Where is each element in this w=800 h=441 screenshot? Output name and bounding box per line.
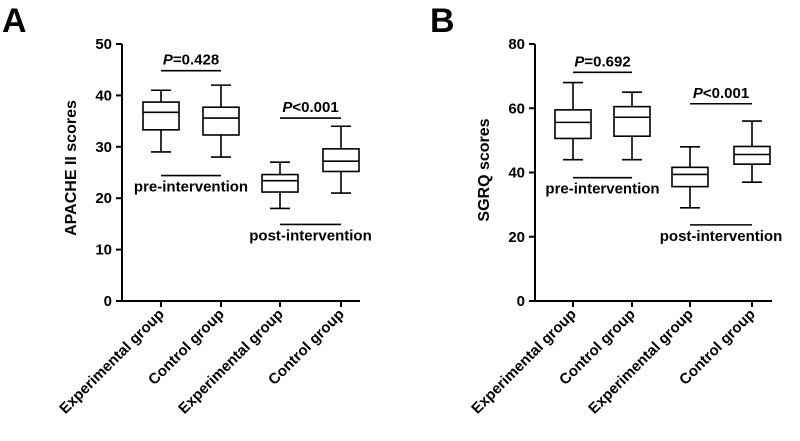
iqr-box <box>671 166 709 188</box>
panel-a-y-tick-label: 20 <box>95 190 112 207</box>
iqr-box <box>733 145 771 165</box>
panel-b-y-tick-label: 20 <box>508 229 525 246</box>
iqr-box <box>554 109 592 140</box>
panel-b-box-4 <box>733 120 771 183</box>
p-symbol: P <box>282 99 293 116</box>
panel-b-y-tick-label: 80 <box>508 36 525 53</box>
panel-a-group-label: pre-intervention <box>134 179 248 196</box>
panel-b-box-3 <box>671 146 709 209</box>
panel-b-group-label: post-intervention <box>660 228 783 245</box>
panel-b-box-2 <box>613 91 651 161</box>
panel-b-p-value-label: P=0.692 <box>574 53 630 70</box>
panel-b: B SGRQ scores 0 20 40 60 80 Experimental grou… <box>430 2 782 417</box>
panel-b-y-tick-label: 40 <box>508 165 525 182</box>
panel-b-group-label: pre-intervention <box>545 181 659 198</box>
panel-a-category-label: Experimental group <box>56 306 168 418</box>
iqr-box <box>202 106 240 136</box>
panel-a-y-tick-label: 0 <box>104 293 112 310</box>
panel-a-y-tick-label: 30 <box>95 139 112 156</box>
panel-a-box-4 <box>322 125 360 194</box>
panel-b-y-tick-label: 0 <box>517 293 525 310</box>
panel-a-y-axis-label: APACHE II scores <box>63 100 80 236</box>
panel-b-box-1 <box>554 81 592 161</box>
p-symbol: P <box>693 85 704 102</box>
iqr-box <box>142 101 180 131</box>
panel-a-p-value-label: P=0.428 <box>163 52 219 69</box>
panel-b-category-label: Experimental group <box>585 306 697 418</box>
panel-a: A APACHE II scores 0 10 20 30 40 50 Experiment… <box>2 2 372 417</box>
panel-a-p-value-label: P<0.001 <box>282 99 338 116</box>
panel-a-y-tick-label: 10 <box>95 242 112 259</box>
panel-b-p-value-label: P<0.001 <box>693 85 749 102</box>
panel-a-group-label: post-intervention <box>249 227 372 244</box>
panel-b-y-axis-label: SGRQ scores <box>476 118 493 221</box>
panel-a-category-label: Experimental group <box>175 306 287 418</box>
p-value: =0.428 <box>173 52 219 69</box>
panel-a-box-3 <box>261 161 299 210</box>
panel-a-box-1 <box>142 89 180 153</box>
p-value: =0.692 <box>584 53 630 70</box>
panel-b-y-tick-label: 60 <box>508 100 525 117</box>
panel-a-letter: A <box>2 2 27 40</box>
p-value: <0.001 <box>703 85 749 102</box>
panel-a-y-tick-label: 40 <box>95 87 112 104</box>
p-symbol: P <box>163 52 174 69</box>
panel-a-y-tick-label: 50 <box>95 36 112 53</box>
panel-a-box-2 <box>202 84 240 158</box>
iqr-box <box>613 105 651 137</box>
panel-b-letter: B <box>430 2 455 40</box>
p-symbol: P <box>574 53 585 70</box>
p-value: <0.001 <box>292 99 338 116</box>
iqr-box <box>322 148 360 173</box>
panel-b-category-label: Experimental group <box>468 306 580 418</box>
iqr-box <box>261 173 299 193</box>
